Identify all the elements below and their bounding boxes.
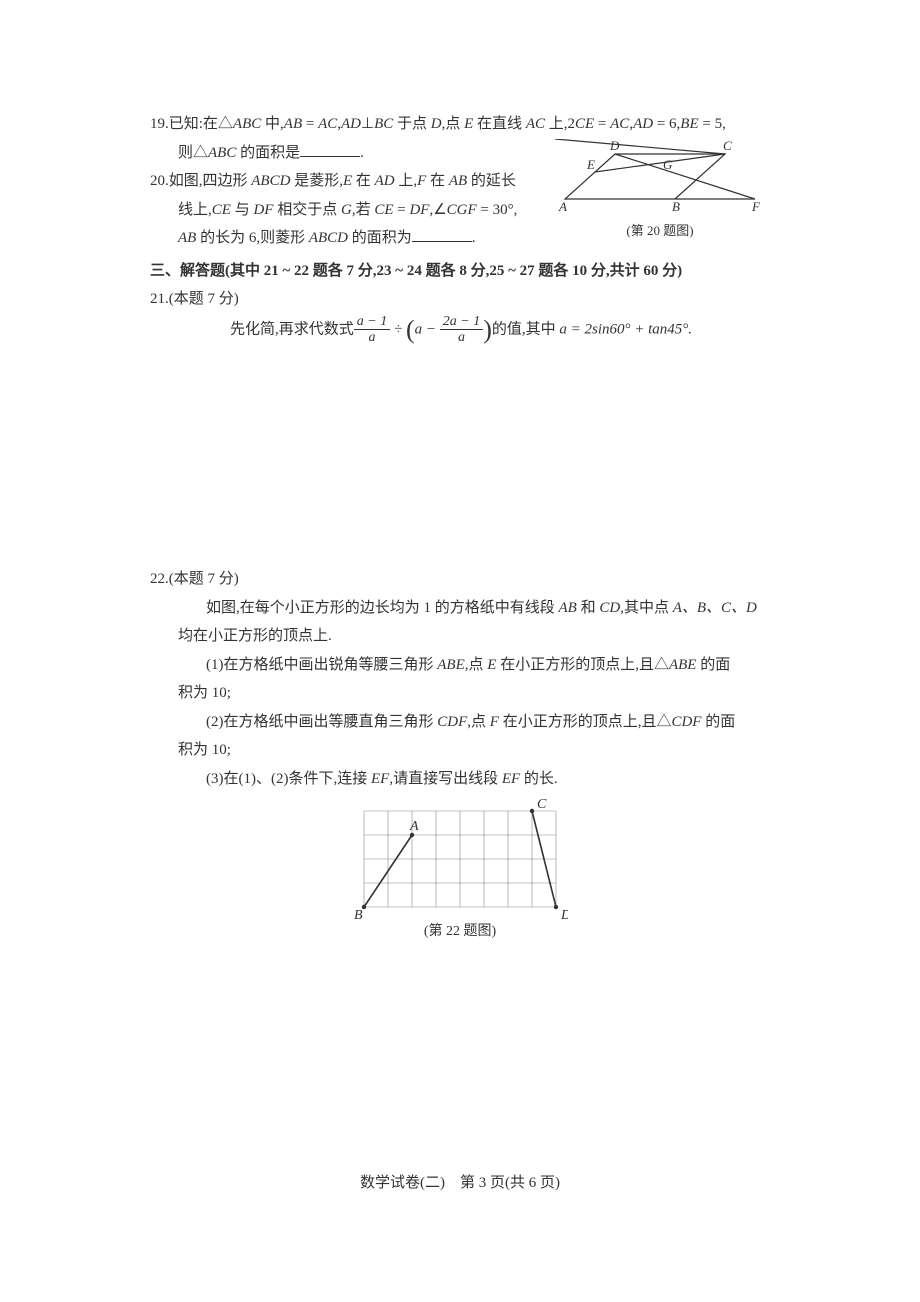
q20-caption: (第 20 题图) <box>550 219 770 244</box>
q19-blank <box>300 144 360 157</box>
label-C: C <box>723 139 732 153</box>
q20-blank <box>412 229 472 242</box>
q20-line3: AB 的长为 6,则菱形 ABCD 的面积为. <box>150 224 550 253</box>
label-G: G <box>663 157 673 172</box>
svg-text:B: B <box>354 908 363 919</box>
question-19: 19.已知:在△ABC 中,AB = AC,AD⊥BC 于点 D,点 E 在直线… <box>150 110 770 139</box>
svg-text:D: D <box>560 908 568 919</box>
q22-part1b: 积为 10; <box>150 679 770 708</box>
page-footer: 数学试卷(二) 第 3 页(共 6 页) <box>0 1171 920 1192</box>
q21-expression: 先化简,再求代数式a − 1a ÷ (a − 2a − 1a)的值,其中 a =… <box>150 314 770 346</box>
q20-line1: 如图,四边形 ABCD 是菱形,E 在 AD 上,F 在 AB 的延长 <box>169 173 516 189</box>
q20-figure: A B F C D E G (第 20 题图) <box>550 139 770 244</box>
q22-part2: (2)在方格纸中画出等腰直角三角形 CDF,点 F 在小正方形的顶点上,且△CD… <box>150 708 770 737</box>
q19-text: 已知:在△ABC 中,AB = AC,AD⊥BC 于点 D,点 E 在直线 AC… <box>169 116 726 132</box>
svg-text:A: A <box>409 819 419 834</box>
q22-intro: 如图,在每个小正方形的边长均为 1 的方格纸中有线段 AB 和 CD,其中点 A… <box>150 594 770 623</box>
q22-intro2: 均在小正方形的顶点上. <box>150 622 770 651</box>
q22-figure: A B C D (第 22 题图) <box>150 799 770 946</box>
q21-points: (本题 7 分) <box>169 291 239 307</box>
q21-number: 21. <box>150 291 169 307</box>
label-B: B <box>672 199 680 214</box>
question-22: 22.(本题 7 分) <box>150 565 770 594</box>
label-F: F <box>751 199 761 214</box>
q22-points: (本题 7 分) <box>169 571 239 587</box>
q22-part2b: 积为 10; <box>150 736 770 765</box>
q19-number: 19. <box>150 116 169 132</box>
q20-number: 20. <box>150 173 169 189</box>
q19-line2: 则△ABC 的面积是. <box>150 139 550 168</box>
svg-text:C: C <box>537 799 547 812</box>
q22-caption: (第 22 题图) <box>150 919 770 946</box>
q22-part3: (3)在(1)、(2)条件下,连接 EF,请直接写出线段 EF 的长. <box>150 765 770 794</box>
question-20: 20.如图,四边形 ABCD 是菱形,E 在 AD 上,F 在 AB 的延长 <box>150 167 550 196</box>
section-3-heading: 三、解答题(其中 21 ~ 22 题各 7 分,23 ~ 24 题各 8 分,2… <box>150 257 770 286</box>
q20-line2: 线上,CE 与 DF 相交于点 G,若 CE = DF,∠CGF = 30°, <box>150 196 550 225</box>
question-21: 21.(本题 7 分) <box>150 285 770 314</box>
q22-part1: (1)在方格纸中画出锐角等腰三角形 ABE,点 E 在小正方形的顶点上,且△AB… <box>150 651 770 680</box>
q22-number: 22. <box>150 571 169 587</box>
label-A: A <box>558 199 567 214</box>
label-D: D <box>609 139 620 153</box>
label-E: E <box>586 157 595 172</box>
